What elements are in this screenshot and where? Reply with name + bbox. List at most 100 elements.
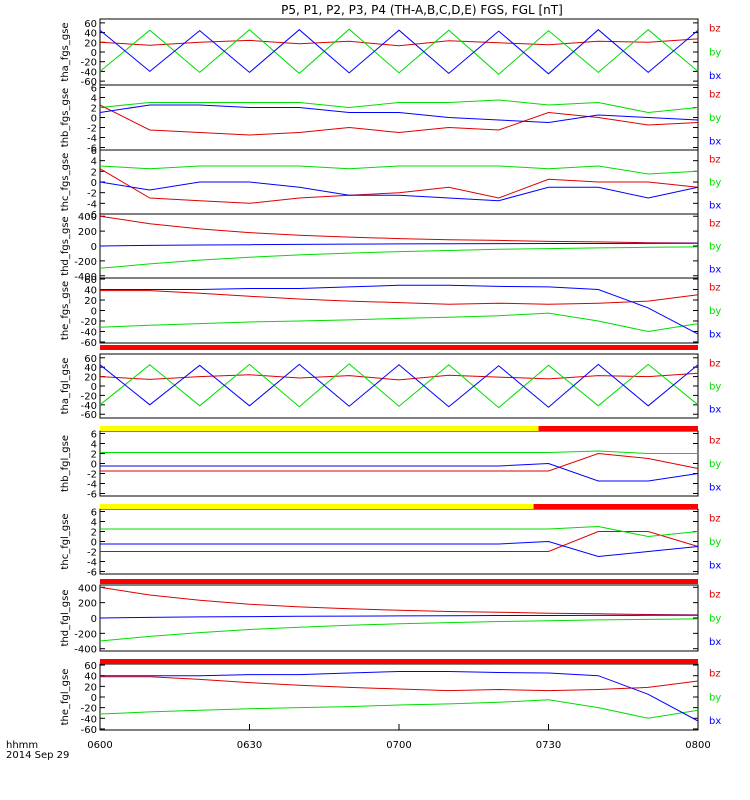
legend-label-by: by <box>709 113 721 124</box>
y-tick-label: -60 <box>81 77 97 88</box>
panel-frame <box>99 663 699 731</box>
legend-label-bx: bx <box>709 200 721 211</box>
y-axis-label: the_fgs_gse <box>60 281 71 340</box>
y-tick-label: 40 <box>84 672 97 683</box>
series-line-bz <box>99 104 699 136</box>
series-line-bx <box>100 540 699 558</box>
legend-label-bz: bz <box>709 514 721 525</box>
series-line-by <box>100 450 698 454</box>
series-line-bz <box>99 215 699 244</box>
legend-label-bz: bz <box>709 669 721 680</box>
y-tick-label: -2 <box>87 548 97 559</box>
series-line-by <box>99 363 699 409</box>
legend-label-by: by <box>709 459 721 470</box>
y-tick-label: 6 <box>91 84 97 95</box>
y-tick-label: -6 <box>87 144 97 155</box>
y-tick-label: 0 <box>91 114 97 125</box>
y-axis-label: thc_fgs_gse <box>60 153 71 212</box>
panel-frame <box>99 430 699 497</box>
y-axis-label: thb_fgs_gse <box>60 88 71 147</box>
y-tick-label: -4 <box>87 134 97 145</box>
y-tick-label: 4 <box>91 94 97 105</box>
legend-label-bx: bx <box>709 560 721 571</box>
x-tick-label: 0700 <box>386 740 411 751</box>
y-tick-label: -2 <box>87 470 97 481</box>
legend-label-bz: bz <box>709 90 721 101</box>
series-line-bx <box>99 363 699 408</box>
y-tick-label: 20 <box>84 373 97 384</box>
y-tick-label: -60 <box>81 725 97 736</box>
legend-label-by: by <box>709 381 721 392</box>
x-tick-label: 0800 <box>685 740 710 751</box>
legend-label-bx: bx <box>709 264 721 275</box>
y-tick-label: -2 <box>87 124 97 135</box>
legend-label-by: by <box>709 692 721 703</box>
y-tick-label: -40 <box>81 401 97 412</box>
status-bar-segment <box>100 426 539 431</box>
panel-frame <box>99 508 699 575</box>
panel-frame <box>99 213 699 279</box>
status-bar-segment <box>100 579 698 584</box>
status-bar-segment <box>533 504 698 509</box>
series-line-bz <box>100 531 699 552</box>
time-axis-label: hhmm <box>6 740 38 751</box>
y-tick-label: 200 <box>78 599 97 610</box>
time-axis: 0600 0630 0700 0730 0800 <box>87 724 711 751</box>
legend-label-bx: bx <box>709 329 721 340</box>
y-tick-label: -6 <box>87 568 97 579</box>
status-bar-segment <box>100 345 698 350</box>
series-line-by <box>100 525 699 538</box>
y-axis-label: thc_fgl_gse <box>60 513 71 569</box>
y-tick-label: 60 <box>84 661 97 672</box>
series-line-by <box>99 699 699 719</box>
legend-label-bz: bz <box>709 590 721 601</box>
legend-label-bz: bz <box>709 218 721 229</box>
y-tick-label: -20 <box>81 58 97 69</box>
y-tick-label: 0 <box>91 178 97 189</box>
y-tick-label: 0 <box>91 614 97 625</box>
y-tick-label: -200 <box>74 629 97 640</box>
legend-label-bx: bx <box>709 404 721 415</box>
y-tick-label: 0 <box>91 460 97 471</box>
y-tick-label: -6 <box>87 490 97 501</box>
y-tick-label: 40 <box>84 286 97 297</box>
panel-frame <box>99 353 699 419</box>
legend-label-bz: bz <box>709 436 721 447</box>
series-line-by <box>99 28 699 75</box>
y-tick-label: -20 <box>81 704 97 715</box>
legend-label-by: by <box>709 537 721 548</box>
y-tick-label: 2 <box>91 450 97 461</box>
y-tick-label: 4 <box>91 518 97 529</box>
y-axis-label: the_fgl_gse <box>60 669 71 726</box>
series-line-bz <box>100 290 699 305</box>
y-tick-label: -2 <box>87 189 97 200</box>
series-line-bx <box>99 104 699 124</box>
series-line-bx <box>99 181 699 202</box>
y-tick-label: 6 <box>91 508 97 519</box>
panel-frame <box>99 84 699 151</box>
y-tick-label: -40 <box>81 327 97 338</box>
series-line-bz <box>100 676 699 692</box>
panel-frame <box>99 277 699 344</box>
y-tick-label: 0 <box>91 693 97 704</box>
y-tick-label: -20 <box>81 317 97 328</box>
y-tick-label: 4 <box>91 440 97 451</box>
series-line-bz <box>99 372 699 381</box>
legend-label-by: by <box>709 306 721 317</box>
series-line-bx <box>100 284 699 335</box>
legend-label-bz: bz <box>709 24 721 35</box>
legend-label-by: by <box>709 613 721 624</box>
y-tick-label: -4 <box>87 558 97 569</box>
y-tick-label: 0 <box>91 382 97 393</box>
y-tick-label: 20 <box>84 682 97 693</box>
